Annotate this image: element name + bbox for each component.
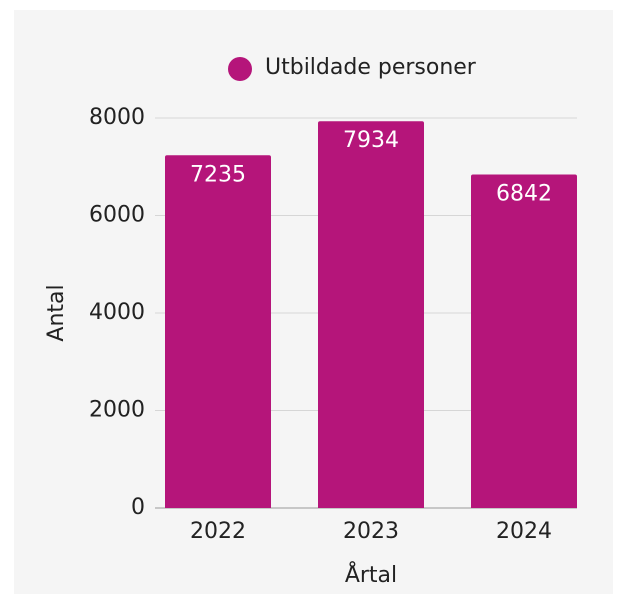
value-label: 7235	[190, 162, 246, 187]
y-tick-label: 0	[131, 495, 145, 520]
x-tick-label: 2024	[496, 519, 552, 544]
y-axis-label: Antal	[44, 284, 69, 341]
bar	[165, 155, 271, 508]
value-label: 7934	[343, 128, 399, 153]
x-axis-label: Årtal	[345, 561, 397, 588]
legend-label: Utbildade personer	[265, 55, 477, 80]
y-tick-label: 4000	[89, 300, 145, 325]
y-tick-label: 6000	[89, 203, 145, 228]
value-label: 6842	[496, 181, 552, 206]
y-tick-label: 8000	[89, 105, 145, 130]
x-tick-label: 2022	[190, 519, 246, 544]
legend-swatch	[228, 57, 252, 81]
y-tick-label: 2000	[89, 398, 145, 423]
bar	[318, 121, 424, 508]
bar	[471, 174, 577, 508]
x-tick-label: 2023	[343, 519, 399, 544]
